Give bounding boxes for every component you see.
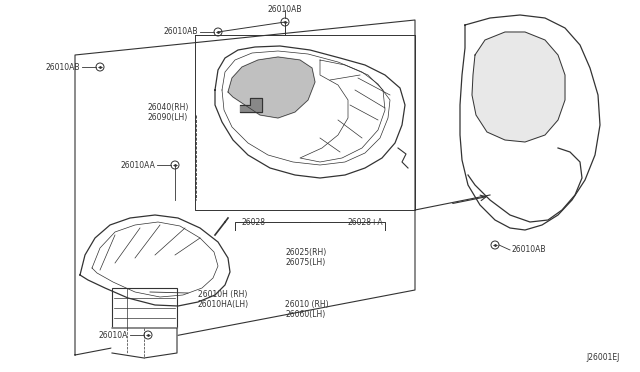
Text: 26010AB: 26010AB <box>163 28 198 36</box>
Text: 26060(LH): 26060(LH) <box>285 310 325 319</box>
Polygon shape <box>240 98 262 112</box>
Polygon shape <box>460 15 600 230</box>
Text: 26010H (RH): 26010H (RH) <box>198 290 248 299</box>
Text: 26010AA: 26010AA <box>120 160 155 170</box>
Polygon shape <box>112 328 177 358</box>
Text: 26010AB: 26010AB <box>512 246 547 254</box>
Text: 26028: 26028 <box>242 218 266 227</box>
Text: 26010AB: 26010AB <box>268 5 302 14</box>
Text: J26001EJ: J26001EJ <box>587 353 620 362</box>
Polygon shape <box>80 215 230 306</box>
Text: 26010HA(LH): 26010HA(LH) <box>198 300 249 309</box>
Text: 26010A: 26010A <box>99 330 128 340</box>
Polygon shape <box>472 32 565 142</box>
Text: 26010 (RH): 26010 (RH) <box>285 300 328 309</box>
Text: 26040(RH): 26040(RH) <box>148 103 189 112</box>
Polygon shape <box>215 46 405 178</box>
Polygon shape <box>228 57 315 118</box>
Text: 26090(LH): 26090(LH) <box>148 113 188 122</box>
Text: 26028+A: 26028+A <box>348 218 383 227</box>
Text: 26025(RH): 26025(RH) <box>285 248 326 257</box>
Text: 26010AB: 26010AB <box>45 62 80 71</box>
Bar <box>112 288 177 328</box>
Text: 26075(LH): 26075(LH) <box>285 258 325 267</box>
